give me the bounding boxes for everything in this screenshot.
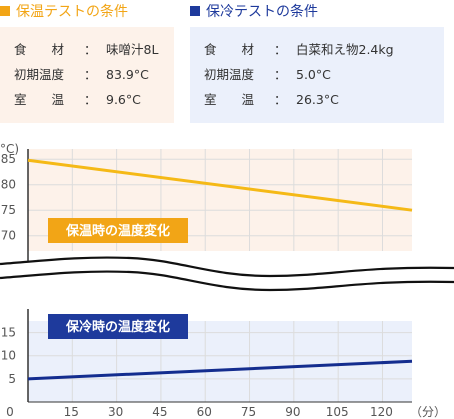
axis-break-line	[0, 270, 454, 292]
condition-label: 食 材	[14, 42, 65, 57]
y-axis-unit: °C)	[0, 142, 19, 156]
condition-value: 5.0°C	[296, 67, 331, 82]
cold-test-heading: 保冷テストの条件	[190, 2, 318, 20]
x-tick-label: 60	[197, 405, 212, 419]
condition-value: 26.3°C	[296, 92, 339, 107]
condition-colon: ：	[84, 92, 97, 107]
y-tick-label: 15	[1, 326, 16, 340]
x-axis-unit: （分）	[410, 405, 446, 419]
y-tick-label: 75	[1, 203, 16, 217]
cold-series-label: 保冷時の温度変化	[65, 319, 170, 335]
condition-colon: ：	[84, 42, 97, 57]
warm-test-heading: 保温テストの条件	[0, 2, 128, 20]
x-tick-label: 90	[285, 405, 300, 419]
y-tick-label: 80	[1, 178, 16, 192]
x-tick-label: 0	[6, 405, 14, 419]
x-tick-label: 45	[152, 405, 167, 419]
condition-label: 室 温	[204, 92, 255, 107]
condition-value: 味噌汁8L	[106, 42, 159, 57]
x-tick-label: 75	[241, 405, 256, 419]
square-bullet-icon	[0, 6, 10, 16]
y-tick-label: 85	[1, 152, 16, 166]
condition-colon: ：	[274, 67, 287, 82]
y-tick-label: 5	[8, 372, 16, 386]
warm-test-heading-text: 保温テストの条件	[16, 4, 128, 20]
x-tick-label: 120	[370, 405, 393, 419]
condition-value: 白菜和え物2.4kg	[296, 42, 394, 57]
condition-label: 室 温	[14, 92, 65, 107]
condition-colon: ：	[84, 67, 97, 82]
warm-series-line	[27, 158, 413, 212]
cold-test-conditions: 食 材 ： 白菜和え物2.4kg 初期温度 ： 5.0°C 室 温 ： 26.3…	[190, 27, 444, 123]
cold-series-label-bg	[48, 314, 188, 339]
condition-colon: ：	[274, 92, 287, 107]
condition-colon: ：	[274, 42, 287, 57]
warm-series-label-bg	[48, 218, 188, 243]
x-tick-label: 15	[64, 405, 79, 419]
cold-test-heading-text: 保冷テストの条件	[206, 4, 318, 20]
condition-value: 83.9°C	[106, 67, 149, 82]
square-bullet-icon	[190, 6, 200, 16]
x-tick-label: 30	[108, 405, 123, 419]
condition-label: 初期温度	[14, 67, 65, 82]
y-tick-label: 10	[1, 349, 16, 363]
warm-series-label: 保温時の温度変化	[65, 223, 170, 239]
axis-break-line	[0, 256, 454, 278]
axis-break-gap	[0, 259, 454, 283]
x-tick-label: 105	[326, 405, 349, 419]
warm-test-conditions: 食 材 ： 味噌汁8L 初期温度 ： 83.9°C 室 温 ： 9.6°C	[0, 27, 174, 123]
condition-label: 食 材	[204, 42, 255, 57]
y-tick-label: 70	[1, 229, 16, 243]
condition-label: 初期温度	[204, 67, 255, 82]
condition-value: 9.6°C	[106, 92, 141, 107]
cold-series-line	[27, 359, 413, 381]
